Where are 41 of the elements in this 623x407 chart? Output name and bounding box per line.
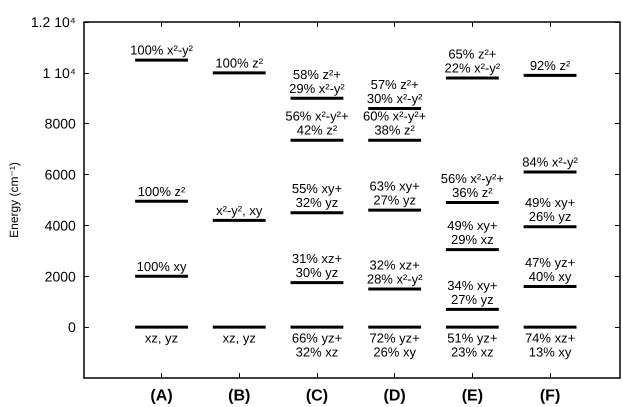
annotation: 57% z²+ 30% x²-y² [366,76,424,106]
annotation: 100% xy [136,258,187,274]
y-tick-label: 4000 [44,217,76,234]
x-tick-label: (F) [540,388,560,404]
annotation: 58% z²+ 29% x²-y² [289,66,346,96]
y-tick-label: 1 10⁴ [42,64,76,81]
y-tick-label: 8000 [44,116,76,132]
annotation: 100% x²-y² [130,42,194,58]
annotation: 32% xz+ 28% x²-y² [366,258,424,286]
annotation: 72% yz+ 26% xy [370,330,420,360]
annotation: xz, yz [144,330,178,346]
annotation: 49% xy+ 26% yz [524,195,576,224]
x-tick-label: (E) [462,388,484,404]
x-tick-label: (C) [306,388,328,404]
annotation: 65% z²+ 22% x²-y² [444,46,501,76]
annotation: 49% xy+ 29% xz [447,218,498,248]
y-tick-label: 1.2 10⁴ [30,14,76,30]
annotation: 31% xz+ 30% yz [292,251,342,280]
annotation: 56% x²-y²+ 42% z² [285,108,349,138]
annotation: 66% yz+ 32% xz [292,330,342,360]
annotation: 63% xy+ 27% yz [370,178,420,208]
x-tick-label: (A) [150,388,173,404]
annotation: 74% xz+ 13% xy [524,330,576,360]
annotation: 55% xy+ 32% yz [292,181,342,210]
annotation: 100% z² [138,184,186,199]
annotation: 92% z² [530,58,571,73]
annotation: 34% xy+ 27% yz [447,278,498,307]
annotation: xz, yz [222,330,256,346]
x-tick-label: (D) [384,388,406,404]
y-tick-label: 6000 [44,166,76,183]
annotation: 84% x²-y² [522,154,579,170]
annotation: 51% yz+ 23% xz [447,330,498,360]
annotation: 56% x²-y²+ 36% z² [440,171,504,200]
x-tick-label: (B) [228,388,250,404]
y-tick-label: 2000 [44,268,76,284]
y-tick-label: 0 [68,319,76,336]
annotation: 47% yz+ 40% xy [524,254,576,284]
annotation: 100% z² [215,55,264,70]
annotation: x²-y², xy [216,202,263,218]
annotation: 60% x²-y²+ 38% z² [363,108,426,138]
y-axis-title: Energy (cm⁻¹) [7,162,21,238]
